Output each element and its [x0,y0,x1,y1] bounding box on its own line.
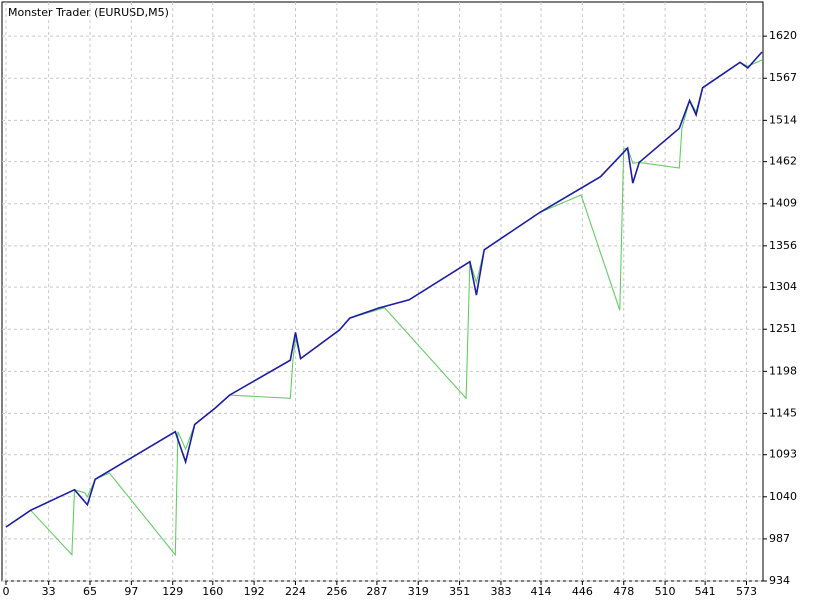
x-tick-label: 224 [285,585,306,598]
series-line [5,59,763,557]
y-tick-label: 1514 [769,113,797,126]
y-tick-label: 1198 [769,364,797,377]
x-tick-label: 478 [613,585,634,598]
y-tick-label: 1620 [769,29,797,42]
chart-title: Monster Trader (EURUSD,M5) [8,6,169,19]
y-tick-label: 1567 [769,71,797,84]
y-tick-label: 1093 [769,448,797,461]
x-tick-label: 383 [490,585,511,598]
y-tick-label: 1040 [769,490,797,503]
x-tick-label: 65 [83,585,97,598]
x-tick-label: 192 [244,585,265,598]
x-tick-label: 414 [531,585,552,598]
y-tick-label: 1409 [769,197,797,210]
x-tick-label: 573 [736,585,757,598]
plot-frame [1,1,764,582]
y-tick-label: 987 [769,532,790,545]
x-tick-label: 287 [366,585,387,598]
x-tick-label: 510 [655,585,676,598]
x-tick-label: 446 [572,585,593,598]
x-tick-label: 256 [326,585,347,598]
y-tick-label: 1356 [769,239,797,252]
series-line [5,51,763,528]
y-tick-label: 1304 [769,280,797,293]
x-tick-label: 33 [42,585,56,598]
x-tick-label: 97 [124,585,138,598]
x-tick-label: 129 [162,585,183,598]
y-tick-label: 934 [769,574,790,587]
x-tick-label: 351 [449,585,470,598]
y-tick-label: 1251 [769,322,797,335]
x-tick-label: 0 [3,585,10,598]
y-tick-label: 1145 [769,406,797,419]
x-tick-label: 319 [408,585,429,598]
x-tick-label: 541 [695,585,716,598]
x-tick-label: 160 [202,585,223,598]
y-tick-label: 1462 [769,155,797,168]
